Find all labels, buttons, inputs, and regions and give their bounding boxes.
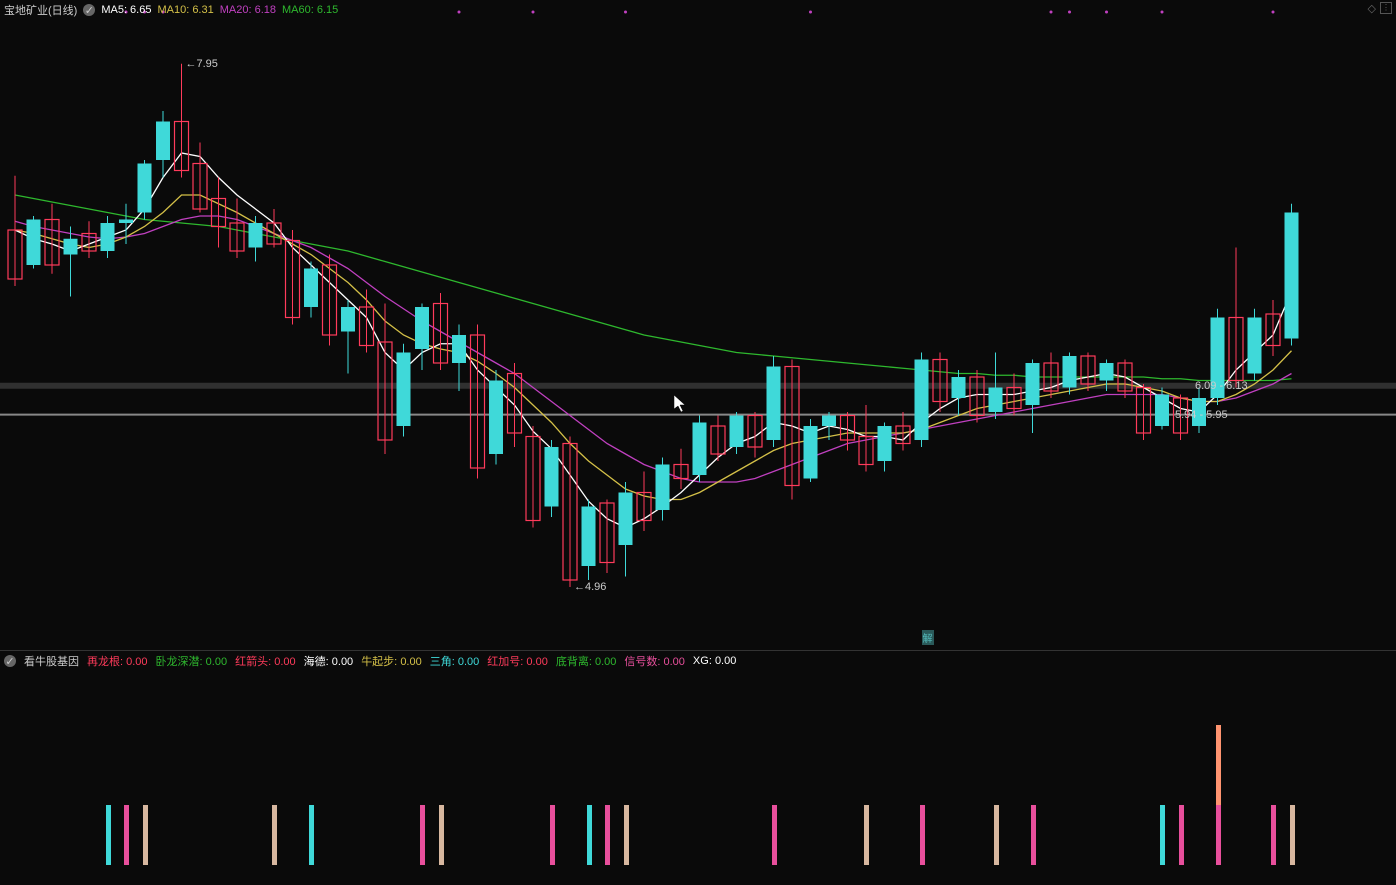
ma60-label: MA60: 6.15 (282, 4, 338, 16)
indicator-bar (439, 805, 444, 865)
indicator-bar (1290, 805, 1295, 865)
indicator-bar (605, 805, 610, 865)
ma20-label: MA20: 6.18 (220, 4, 276, 16)
indicator-bar (1160, 805, 1165, 865)
marker-icon: 解 (922, 630, 934, 645)
indicator-bar (106, 805, 111, 865)
indicator-legend-item: 红箭头: 0.00 (235, 653, 296, 669)
price-line-label: 5.94 - 5.95 (1175, 409, 1228, 421)
indicator-bar (587, 805, 592, 865)
indicator-bar (1271, 805, 1276, 865)
indicator-bar (272, 805, 277, 865)
indicator-legend-item: XG: 0.00 (693, 655, 736, 667)
indicator-legend-item: 海德: 0.00 (304, 653, 354, 669)
indicator-bar (1216, 805, 1221, 865)
indicator-bar (143, 805, 148, 865)
indicator-bar (624, 805, 629, 865)
ma5-label: MA5: 6.65 (101, 4, 151, 16)
indicator-bar (864, 805, 869, 865)
ma10-label: MA10: 6.31 (157, 4, 213, 16)
indicator-legend-item: 底背离: 0.00 (556, 653, 617, 669)
mouse-cursor-icon (674, 395, 688, 416)
price-annotation: ←7.95 (186, 58, 218, 70)
indicator-bar (309, 805, 314, 865)
price-line-label: 6.09 - 6.13 (1195, 380, 1248, 392)
indicator-legend-item: 信号数: 0.00 (624, 653, 685, 669)
indicator-bar (124, 805, 129, 865)
indicator-bar (550, 805, 555, 865)
indicator-bar (920, 805, 925, 865)
chart-legend-top: 宝地矿业(日线) ✓ MA5: 6.65 MA10: 6.31 MA20: 6.… (4, 2, 338, 18)
indicator-bar (1179, 805, 1184, 865)
indicator-bar (420, 805, 425, 865)
check-icon[interactable]: ✓ (4, 655, 16, 667)
indicator-legend-item: 红加号: 0.00 (487, 653, 548, 669)
indicator-bar (994, 805, 999, 865)
check-icon[interactable]: ✓ (83, 4, 95, 16)
indicator-panel[interactable]: ✓ 看牛股基因 再龙根: 0.00 卧龙深潜: 0.00 红箭头: 0.00 海德: … (0, 650, 1396, 875)
indicator-legend-item: 再龙根: 0.00 (87, 653, 148, 669)
chart-svg (0, 0, 1396, 650)
stock-title: 宝地矿业(日线) (4, 2, 77, 18)
indicator-legend: ✓ 看牛股基因 再龙根: 0.00 卧龙深潜: 0.00 红箭头: 0.00 海德: … (4, 653, 736, 669)
indicator-legend-item: 牛起步: 0.00 (361, 653, 422, 669)
indicator-legend-item: 三角: 0.00 (430, 653, 480, 669)
indicator-legend-item: 卧龙深潜: 0.00 (156, 653, 228, 669)
indicator-bar (772, 805, 777, 865)
candlestick-chart[interactable]: 宝地矿业(日线) ✓ MA5: 6.65 MA10: 6.31 MA20: 6.… (0, 0, 1396, 650)
price-annotation: ←4.96 (574, 581, 606, 593)
indicator-bar (1031, 805, 1036, 865)
indicator-title: 看牛股基因 (24, 653, 79, 669)
